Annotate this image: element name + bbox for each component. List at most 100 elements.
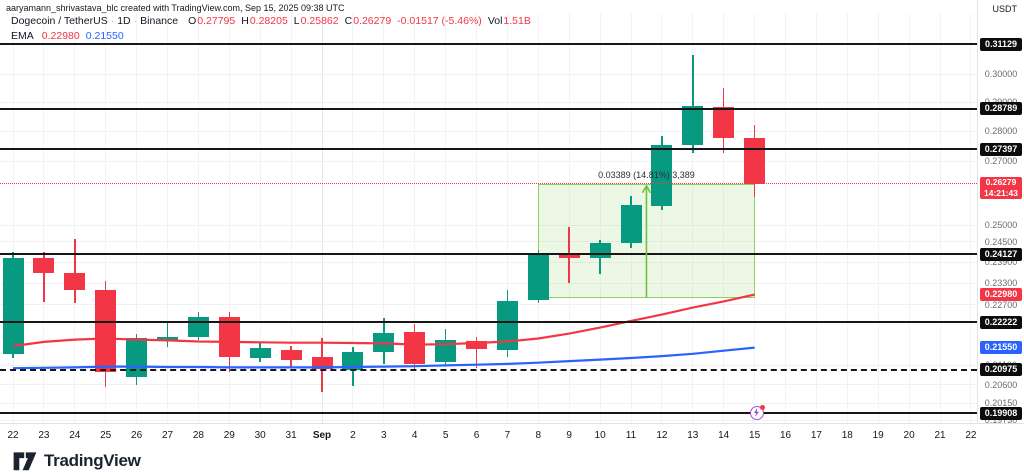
time-tick-label: 28 [192, 430, 204, 441]
ema-indicator-label[interactable]: EMA [11, 30, 34, 42]
time-tick-label: 30 [254, 430, 266, 441]
vertical-gridline [259, 13, 261, 423]
time-tick-label: Sep [312, 430, 332, 441]
time-tick-label: 7 [504, 430, 511, 441]
candle[interactable] [64, 273, 86, 290]
vertical-gridline [568, 13, 570, 423]
vertical-gridline [506, 13, 508, 423]
time-tick-label: 5 [442, 430, 449, 441]
low-value: 0.25862 [300, 15, 339, 27]
lightning-alert-icon[interactable] [749, 405, 765, 421]
vertical-gridline [846, 13, 848, 423]
horizontal-gridline [0, 101, 977, 103]
last-price-label: 0.26279 14:21:43 [980, 176, 1022, 199]
horizontal-gridline [0, 402, 977, 404]
horizontal-price-line[interactable] [0, 107, 977, 110]
vertical-gridline [476, 13, 477, 423]
open-value: 0.27795 [197, 15, 236, 27]
ema-fast-value: 0.22980 [41, 30, 80, 42]
marker-layer: 0.03389 (14.81%) 3,389 [598, 170, 765, 421]
price-level-label: 0.24127 [980, 247, 1022, 261]
horizontal-gridline [0, 73, 977, 75]
time-tick-label: 29 [223, 430, 235, 441]
time-tick-label: 26 [131, 430, 143, 441]
time-tick-label: 25 [100, 430, 112, 441]
horizontal-gridline [0, 130, 977, 132]
change-value: -0.01517 (-5.46%) [397, 15, 482, 27]
vertical-gridline [877, 13, 879, 423]
chart-pane[interactable]: 0.03389 (14.81%) 3,389 [0, 0, 977, 423]
time-tick-label: 31 [285, 430, 297, 441]
time-tick-label: 4 [411, 430, 418, 441]
vertical-gridline [352, 13, 354, 423]
open-label: O [188, 15, 197, 27]
time-tick-label: 8 [535, 430, 542, 441]
horizontal-price-line[interactable] [0, 148, 977, 151]
vertical-gridline [754, 13, 756, 423]
lightning-bolt-glyph [753, 407, 759, 417]
symbol-name[interactable]: Dogecoin / TetherUS [11, 15, 108, 27]
vertical-gridline [414, 13, 416, 423]
time-tick-label: 16 [779, 430, 792, 441]
tradingview-logo[interactable]: TradingView [12, 448, 141, 473]
time-tick-label: 10 [594, 430, 606, 441]
time-tick-label: 20 [903, 430, 915, 441]
time-tick-label: 12 [656, 430, 668, 441]
vertical-gridline [12, 13, 14, 423]
horizontal-gridline [0, 261, 977, 263]
vertical-gridline [105, 13, 107, 423]
vertical-gridline [723, 13, 725, 423]
horizontal-gridline [0, 282, 977, 284]
horizontal-price-line[interactable] [0, 253, 977, 256]
time-tick-label: 27 [161, 430, 174, 441]
price-level-label: 0.31129 [980, 37, 1022, 51]
vertical-gridline [290, 13, 292, 423]
price-level-label: 0.27397 [980, 142, 1022, 156]
vertical-gridline [445, 13, 447, 423]
vertical-gridline [167, 13, 168, 423]
vertical-gridline [692, 13, 694, 423]
horizontal-price-line[interactable] [0, 412, 977, 415]
time-tick-label: 15 [749, 430, 761, 441]
vertical-gridline [939, 13, 941, 423]
price-level-label: 0.22222 [980, 315, 1022, 329]
price-tick-label: 0.27000 [984, 156, 1018, 167]
price-tick-label: 0.23900 [984, 257, 1018, 268]
price-tick-label: 0.28000 [984, 126, 1018, 137]
horizontal-gridline [0, 224, 977, 226]
price-tick-label: 0.25000 [984, 220, 1018, 231]
candle[interactable] [558, 254, 580, 259]
low-label: L [293, 15, 300, 27]
interval-label[interactable]: 1D [117, 15, 131, 27]
horizontal-price-line[interactable] [0, 43, 977, 45]
candle[interactable] [682, 106, 704, 146]
separator: · [110, 15, 115, 27]
price-tick-label: 0.30000 [984, 69, 1018, 80]
last-price-value: 0.26279 [985, 176, 1017, 187]
time-axis[interactable]: 22 23 24 25 26 27 28 29 30 31 Sep 2 3 4 5 6 7 8 9 10 11 12 13 1… [0, 423, 1024, 448]
high-label: H [241, 15, 249, 27]
time-tick-label: 2 [350, 430, 356, 441]
horizontal-price-line[interactable] [0, 321, 977, 324]
close-label: C [344, 15, 353, 27]
price-level-label: 0.28789 [980, 102, 1022, 116]
time-tick-label: 13 [687, 430, 699, 441]
ema-row: EMA 0.22980 0.21550 [11, 30, 531, 42]
price-tick-label: 0.22700 [984, 299, 1018, 310]
time-tick-label: 24 [69, 430, 81, 441]
candle[interactable] [620, 205, 642, 244]
price-tick-label: 0.20150 [984, 398, 1018, 409]
candle[interactable] [713, 106, 735, 138]
price-axis[interactable]: 0.300000.290000.280000.270000.250000.245… [977, 0, 1024, 423]
axis-unit-label: USDT [992, 4, 1018, 14]
vertical-gridline [785, 13, 786, 423]
ema-price-label: 0.22980 [980, 288, 1022, 302]
candle[interactable] [33, 258, 55, 274]
candle[interactable] [651, 145, 673, 207]
candle[interactable] [527, 254, 549, 300]
vertical-gridline [136, 13, 138, 423]
vertical-gridline [815, 13, 817, 423]
horizontal-price-line[interactable] [0, 368, 977, 371]
volume-value: 1.51B [503, 15, 531, 27]
exchange-label[interactable]: Binance [140, 15, 179, 27]
